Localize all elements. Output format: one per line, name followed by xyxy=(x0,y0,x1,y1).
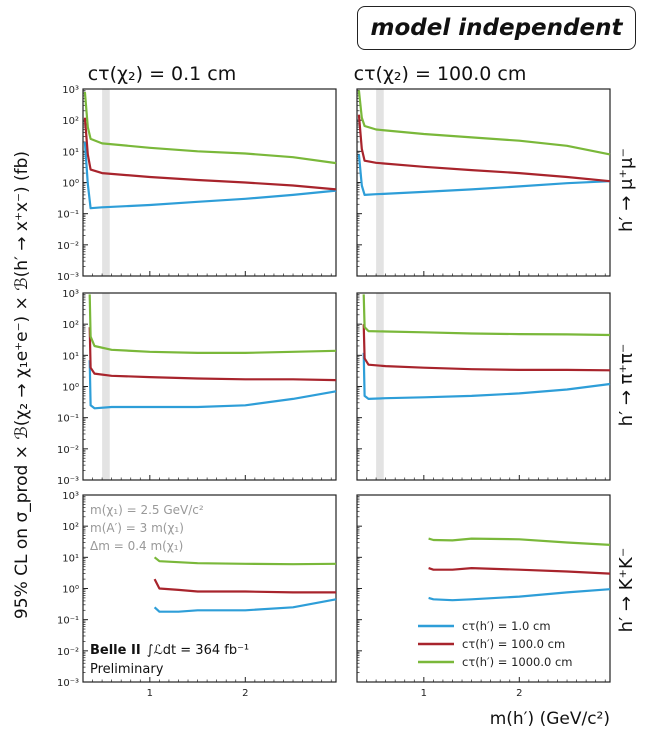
series-line-2 xyxy=(88,327,337,382)
annotation-mA: m(A′) = 3 m(χ₁) xyxy=(90,521,184,535)
excluded-band xyxy=(102,293,110,480)
series-line-2 xyxy=(428,566,611,575)
series-line-1 xyxy=(428,588,611,602)
y-tick-label: 10⁻³ xyxy=(57,272,79,283)
text-layer: cτ(χ₂) = 0.1 cm cτ(χ₂) = 100.0 cm h′ → μ… xyxy=(12,63,637,729)
y-tick-label: 10⁰ xyxy=(62,179,79,190)
y-tick-label: 10³ xyxy=(62,85,79,96)
y-tick-label: 10¹ xyxy=(62,147,79,158)
y-tick-label: 10⁻³ xyxy=(57,476,79,487)
legend-label-3: cτ(h′) = 1000.0 cm xyxy=(462,655,573,669)
y-tick-label: 10⁻² xyxy=(57,241,79,252)
series-line-1 xyxy=(362,352,611,400)
column-title-left: cτ(χ₂) = 0.1 cm xyxy=(88,63,237,85)
annotation-dm: Δm = 0.4 m(χ₁) xyxy=(90,539,183,553)
row-label-pipi: h′ → π⁺π⁻ xyxy=(616,344,637,427)
series-line-2 xyxy=(83,117,337,191)
y-tick-label: 10⁻¹ xyxy=(57,616,79,627)
marks-layer xyxy=(83,90,611,664)
panel-frame xyxy=(356,494,611,683)
legend-label-1: cτ(h′) = 1.0 cm xyxy=(462,619,551,633)
y-tick-label: 10² xyxy=(62,522,79,533)
y-tick-label: 10³ xyxy=(62,289,79,300)
series-line-2 xyxy=(153,578,336,594)
series-line-3 xyxy=(153,556,337,566)
experiment-name: Belle II xyxy=(90,643,141,658)
y-tick-label: 10⁻² xyxy=(57,647,79,658)
row-label-mumu: h′ → μ⁺μ⁻ xyxy=(616,148,637,232)
preliminary-label: Preliminary xyxy=(90,662,164,677)
model-independent-badge: model independent xyxy=(357,6,636,50)
x-tick-label: 1 xyxy=(421,688,427,699)
x-axis-label: m(h′) (GeV/c²) xyxy=(490,709,610,729)
series-line-1 xyxy=(357,154,611,196)
y-tick-label: 10⁻³ xyxy=(57,678,79,689)
series-line-3 xyxy=(83,91,337,165)
legend-label-2: cτ(h′) = 100.0 cm xyxy=(462,637,565,651)
column-title-right: cτ(χ₂) = 100.0 cm xyxy=(354,63,527,85)
series-line-3 xyxy=(362,294,611,337)
panel-frame xyxy=(356,292,611,481)
panel-frame xyxy=(82,88,337,277)
excluded-band xyxy=(102,89,110,276)
excluded-band xyxy=(376,89,384,276)
y-tick-label: 10³ xyxy=(62,491,79,502)
y-tick-label: 10¹ xyxy=(62,351,79,362)
x-tick-label: 2 xyxy=(516,688,522,699)
y-tick-label: 10⁻¹ xyxy=(57,414,79,425)
series-line-3 xyxy=(357,90,611,156)
y-tick-label: 10² xyxy=(62,116,79,127)
y-tick-label: 10² xyxy=(62,320,79,331)
y-axis-label: 95% CL on σ_prod × ℬ(χ₂ → χ₁e⁺e⁻) × ℬ(h′… xyxy=(12,151,32,619)
series-line-3 xyxy=(88,294,337,354)
annotation-mchi1: m(χ₁) = 2.5 GeV/c² xyxy=(90,503,204,517)
x-tick-label: 2 xyxy=(242,688,248,699)
luminosity-label: ∫ℒdt = 364 fb⁻¹ xyxy=(147,643,250,658)
y-tick-label: 10⁻¹ xyxy=(57,210,79,221)
series-line-2 xyxy=(357,114,611,183)
series-line-2 xyxy=(362,324,611,372)
y-tick-label: 10⁻² xyxy=(57,445,79,456)
series-line-3 xyxy=(428,537,611,546)
series-line-1 xyxy=(88,360,337,410)
series-line-1 xyxy=(153,598,337,613)
x-tick-label: 1 xyxy=(147,688,153,699)
row-label-kk: h′ → K⁺K⁻ xyxy=(616,548,637,633)
panel-frame xyxy=(82,292,337,481)
excluded-band xyxy=(376,293,384,480)
y-tick-label: 10⁰ xyxy=(62,383,79,394)
belle-label: Belle II ∫ℒdt = 364 fb⁻¹ xyxy=(90,643,249,658)
series-line-1 xyxy=(83,141,337,210)
y-tick-label: 10⁰ xyxy=(62,585,79,596)
y-tick-label: 10¹ xyxy=(62,553,79,564)
